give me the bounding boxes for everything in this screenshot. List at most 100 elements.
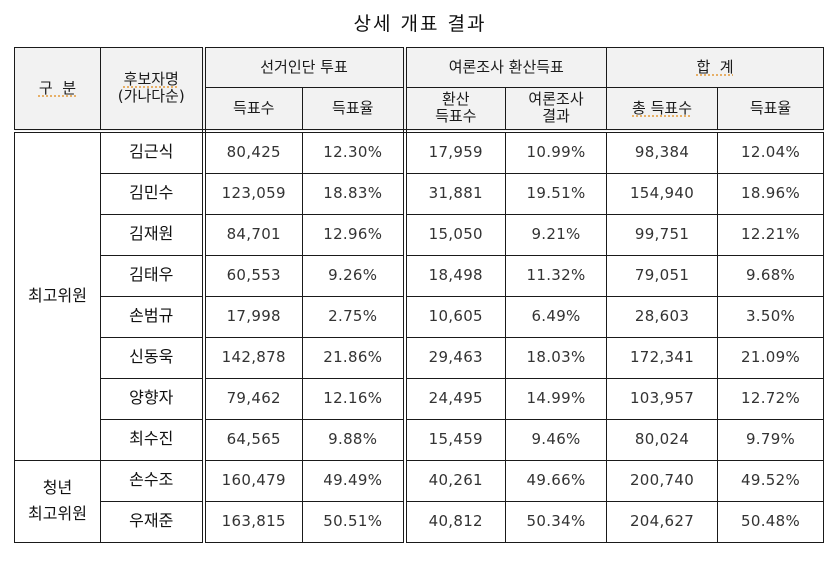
- header-poll-votes-line1: 환산: [441, 90, 470, 108]
- elector-rate: 18.83%: [301, 172, 407, 215]
- candidate-name: 신동욱: [100, 336, 206, 379]
- total-rate: 49.52%: [717, 459, 825, 502]
- total-rate: 9.68%: [717, 254, 825, 297]
- elector-rate: 50.51%: [301, 500, 407, 543]
- table-row: 손범규 17,998 2.75% 10,605 6.49% 28,603 3.5…: [15, 295, 825, 338]
- elector-rate: 9.26%: [301, 254, 407, 297]
- total-rate: 12.21%: [717, 213, 825, 256]
- header-total-rate: 득표율: [717, 87, 825, 133]
- poll-result: 10.99%: [505, 130, 608, 174]
- elector-votes: 84,701: [203, 213, 303, 256]
- total-votes: 204,627: [606, 500, 719, 543]
- candidate-name: 김재원: [100, 213, 206, 256]
- elector-votes: 142,878: [203, 336, 303, 379]
- elector-rate: 12.96%: [301, 213, 407, 256]
- candidate-name: 양향자: [100, 377, 206, 420]
- candidate-name: 김태우: [100, 254, 206, 297]
- section-category-line2: 최고위원: [28, 504, 87, 523]
- poll-result: 9.21%: [505, 213, 608, 256]
- elector-votes: 60,553: [203, 254, 303, 297]
- total-votes: 99,751: [606, 213, 719, 256]
- header-candidate: 후보자명 (가나다순): [100, 47, 206, 133]
- header-group-poll-label: 여론조사 환산득표: [448, 57, 564, 76]
- poll-votes: 29,463: [404, 336, 507, 379]
- table-row: 신동욱 142,878 21.86% 29,463 18.03% 172,341…: [15, 336, 825, 379]
- header-category: 구 분: [14, 47, 101, 133]
- header-group-poll: 여론조사 환산득표: [404, 47, 608, 88]
- candidate-name: 김근식: [100, 130, 206, 174]
- elector-rate: 12.30%: [301, 130, 407, 174]
- poll-result: 14.99%: [505, 377, 608, 420]
- header-group-total-label: 합 계: [696, 57, 734, 76]
- table-row: 김태우 60,553 9.26% 18,498 11.32% 79,051 9.…: [15, 254, 825, 297]
- header-total-votes: 총 득표수: [606, 87, 719, 133]
- section-category: 청년 최고위원: [14, 459, 101, 543]
- total-rate: 12.72%: [717, 377, 825, 420]
- elector-votes: 80,425: [203, 130, 303, 174]
- poll-result: 50.34%: [505, 500, 608, 543]
- table-row: 김재원 84,701 12.96% 15,050 9.21% 99,751 12…: [15, 213, 825, 256]
- header-group-elector: 선거인단 투표: [202, 47, 407, 88]
- poll-result: 19.51%: [505, 172, 608, 215]
- header-candidate-line2: (가나다순): [117, 87, 185, 106]
- poll-votes: 15,050: [404, 213, 507, 256]
- header-category-label: 구 분: [38, 78, 77, 97]
- elector-rate: 12.16%: [301, 377, 407, 420]
- total-votes: 154,940: [606, 172, 719, 215]
- total-votes: 200,740: [606, 459, 719, 502]
- total-rate: 18.96%: [717, 172, 825, 215]
- table-row: 최수진 64,565 9.88% 15,459 9.46% 80,024 9.7…: [15, 418, 825, 461]
- elector-votes: 123,059: [203, 172, 303, 215]
- poll-votes: 24,495: [404, 377, 507, 420]
- section-category: 최고위원: [14, 130, 101, 461]
- table-row: 청년 최고위원 손수조 160,479 49.49% 40,261 49.66%…: [14, 459, 825, 543]
- poll-result: 49.66%: [505, 459, 608, 502]
- total-votes: 80,024: [606, 418, 719, 461]
- elector-rate: 49.49%: [301, 459, 407, 502]
- poll-votes: 31,881: [404, 172, 507, 215]
- table-row: 최고위원 김근식 80,425 12.30% 17,959 10.99% 98,…: [14, 130, 825, 461]
- header-total-votes-label: 총 득표수: [632, 98, 693, 117]
- candidate-name: 우재준: [100, 500, 206, 543]
- candidate-name: 최수진: [100, 418, 206, 461]
- elector-rate: 2.75%: [301, 295, 407, 338]
- table-row: 우재준 163,815 50.51% 40,812 50.34% 204,627…: [15, 500, 825, 543]
- total-votes: 28,603: [606, 295, 719, 338]
- header-poll-votes: 환산 득표수: [404, 87, 507, 133]
- elector-votes: 17,998: [203, 295, 303, 338]
- total-votes: 79,051: [606, 254, 719, 297]
- total-votes: 172,341: [606, 336, 719, 379]
- elector-rate: 9.88%: [301, 418, 407, 461]
- header-row-groups: 구 분 후보자명 (가나다순) 선거인단 투표 여론조사 환산득표 합 계: [14, 47, 825, 133]
- page-title: 상세 개표 결과: [353, 13, 487, 35]
- candidate-name: 손범규: [100, 295, 206, 338]
- poll-votes: 10,605: [404, 295, 507, 338]
- poll-result: 11.32%: [505, 254, 608, 297]
- table-row: 김민수 123,059 18.83% 31,881 19.51% 154,940…: [15, 172, 825, 215]
- header-row-sub: 득표수 득표율 환산 득표수 여론조사 결과 총 득표수 득표율: [15, 87, 825, 133]
- total-votes: 98,384: [606, 130, 719, 174]
- total-rate: 21.09%: [717, 336, 825, 379]
- header-poll-result-line2: 결과: [542, 107, 570, 126]
- poll-votes: 40,812: [404, 500, 507, 543]
- poll-votes: 18,498: [404, 254, 507, 297]
- total-rate: 3.50%: [717, 295, 825, 338]
- candidate-name: 손수조: [100, 459, 206, 502]
- total-rate: 9.79%: [717, 418, 825, 461]
- header-poll-votes-line2: 득표수: [435, 107, 477, 126]
- elector-rate: 21.86%: [301, 336, 407, 379]
- poll-votes: 15,459: [404, 418, 507, 461]
- header-elector-votes: 득표수: [203, 87, 303, 133]
- header-candidate-line1: 후보자명: [123, 70, 179, 88]
- poll-result: 6.49%: [505, 295, 608, 338]
- poll-result: 9.46%: [505, 418, 608, 461]
- elector-votes: 64,565: [203, 418, 303, 461]
- header-group-total: 합 계: [606, 47, 825, 88]
- table-row: 양향자 79,462 12.16% 24,495 14.99% 103,957 …: [15, 377, 825, 420]
- total-rate: 50.48%: [717, 500, 825, 543]
- poll-result: 18.03%: [505, 336, 608, 379]
- elector-votes: 160,479: [203, 459, 303, 502]
- header-poll-result: 여론조사 결과: [505, 87, 608, 133]
- section-category-line1: 청년: [42, 477, 73, 497]
- poll-votes: 40,261: [404, 459, 507, 502]
